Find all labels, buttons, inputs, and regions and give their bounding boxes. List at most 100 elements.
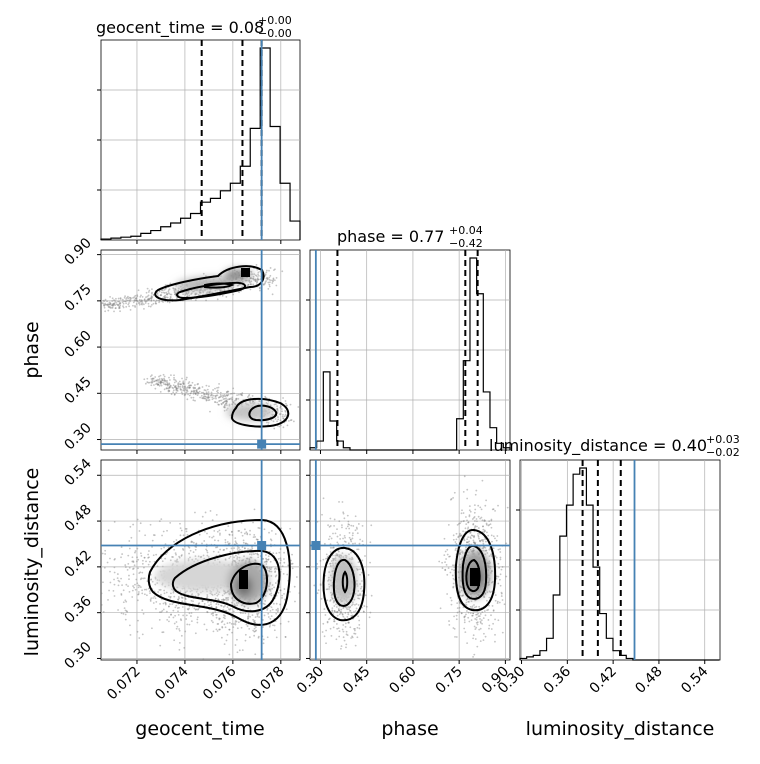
sample-point <box>273 629 276 632</box>
sample-point <box>164 296 166 299</box>
sample-point <box>250 551 253 554</box>
sample-point <box>144 300 147 302</box>
sample-point <box>197 592 199 595</box>
sample-point <box>458 610 461 613</box>
sample-point <box>188 387 191 389</box>
sample-point <box>231 530 233 533</box>
sample-point <box>177 610 179 613</box>
sample-point <box>459 585 462 588</box>
sample-point <box>265 560 268 563</box>
sample-point <box>157 383 159 386</box>
sample-point <box>266 607 269 610</box>
sample-point <box>466 488 469 491</box>
sample-point <box>277 591 280 594</box>
tick-label: 0.48 <box>61 502 94 535</box>
sample-point <box>172 616 175 619</box>
sample-point <box>352 525 355 527</box>
sample-point <box>132 561 135 563</box>
sample-point <box>479 540 482 543</box>
sample-point <box>271 587 274 590</box>
sample-point <box>249 401 251 403</box>
sample-point <box>183 385 186 388</box>
sample-point <box>163 379 166 381</box>
sample-point <box>163 383 165 385</box>
sample-point <box>262 283 265 286</box>
sample-point <box>342 630 345 633</box>
sample-point <box>262 642 265 645</box>
sample-point <box>289 403 292 406</box>
sample-point <box>147 298 150 301</box>
sample-point <box>117 300 119 303</box>
sample-point <box>132 297 134 299</box>
sample-point <box>168 288 171 291</box>
sample-point <box>165 610 168 613</box>
sample-point <box>168 379 171 381</box>
sample-point <box>248 279 251 282</box>
sample-point <box>483 596 486 599</box>
sample-point <box>109 302 112 305</box>
sample-point <box>97 305 99 307</box>
sample-point <box>325 553 328 556</box>
sample-point <box>158 379 160 382</box>
sample-point <box>358 542 361 545</box>
sample-point <box>268 566 271 569</box>
sample-point <box>274 403 277 406</box>
sample-point <box>134 551 136 554</box>
sample-point <box>136 300 139 303</box>
sample-point <box>172 391 175 394</box>
sample-point <box>222 406 225 408</box>
sample-point <box>188 394 191 397</box>
sample-point <box>169 282 172 285</box>
sample-point <box>167 389 170 392</box>
sample-point <box>226 390 229 393</box>
sample-point <box>221 626 224 629</box>
sample-point <box>184 393 187 396</box>
sample-point <box>472 634 475 637</box>
sample-point <box>197 555 200 558</box>
sample-point <box>234 622 237 624</box>
sample-point <box>334 554 337 557</box>
sample-point <box>233 560 236 562</box>
sample-point <box>144 534 147 537</box>
sample-point <box>118 307 121 309</box>
sample-point <box>139 522 142 525</box>
sample-point <box>334 532 337 535</box>
sample-point <box>189 392 192 395</box>
sample-point <box>159 611 161 614</box>
sample-point <box>452 577 455 580</box>
sample-point <box>203 393 206 396</box>
sample-point <box>176 558 179 561</box>
sample-point <box>254 559 257 561</box>
sample-point <box>168 301 171 304</box>
sample-point <box>184 388 187 391</box>
sample-point <box>482 525 484 528</box>
sample-point <box>453 491 456 494</box>
sample-point <box>262 602 265 605</box>
sample-point <box>494 509 496 512</box>
sample-point <box>168 616 171 619</box>
sample-point <box>269 568 272 571</box>
sample-point <box>234 604 237 607</box>
sample-point <box>180 391 183 394</box>
sample-point <box>196 383 199 386</box>
sample-point <box>137 591 140 593</box>
sample-point <box>231 596 234 599</box>
sample-point <box>485 531 488 534</box>
sample-point <box>175 391 178 394</box>
sample-point <box>282 417 285 420</box>
sample-point <box>347 613 350 616</box>
sample-point <box>160 593 162 596</box>
sample-point <box>241 603 244 606</box>
sample-point <box>129 525 132 528</box>
sample-point <box>207 396 210 399</box>
sample-point <box>497 548 500 551</box>
sample-point <box>245 531 248 534</box>
sample-point <box>217 403 220 406</box>
sample-point <box>342 624 345 626</box>
sample-point <box>353 598 356 601</box>
sample-point <box>464 527 467 530</box>
sample-point <box>239 611 242 614</box>
sample-point <box>188 294 191 297</box>
sample-point <box>317 589 320 592</box>
sample-point <box>200 555 203 558</box>
